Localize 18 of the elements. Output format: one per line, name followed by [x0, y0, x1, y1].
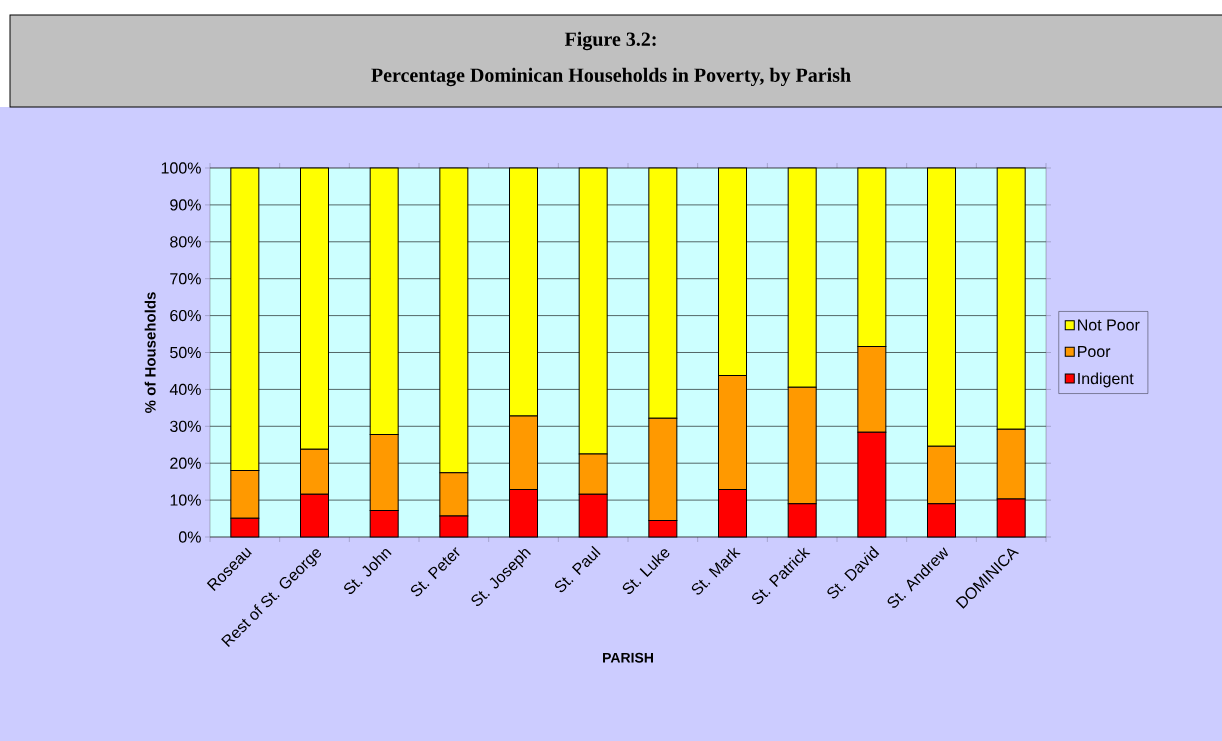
- y-tick-label: 20%: [170, 457, 201, 469]
- y-tick-label: 50%: [170, 346, 201, 359]
- y-tick-label: 70%: [170, 273, 201, 285]
- chart-subtitle: Percentage Dominican Households in Poverty, by Parish: [371, 67, 851, 87]
- legend-label: Poor: [1078, 345, 1111, 358]
- y-tick-label: 0%: [178, 531, 201, 543]
- y-tick-label: 40%: [169, 383, 201, 396]
- legend-label: Indigent: [1078, 372, 1134, 388]
- y-tick-label: 30%: [170, 420, 201, 432]
- y-tick-label: 90%: [170, 199, 201, 211]
- y-tick-label: 10%: [170, 494, 201, 506]
- y-tick-label: 100%: [161, 162, 201, 174]
- y-tick-label: 80%: [170, 236, 201, 248]
- y-tick-label: 60%: [170, 309, 201, 322]
- chart-title: Figure 3.2:: [564, 31, 656, 51]
- x-axis-title: PARISH: [603, 652, 653, 663]
- y-axis-title: % of Households: [144, 292, 156, 413]
- legend-label: Not Poor: [1078, 319, 1140, 331]
